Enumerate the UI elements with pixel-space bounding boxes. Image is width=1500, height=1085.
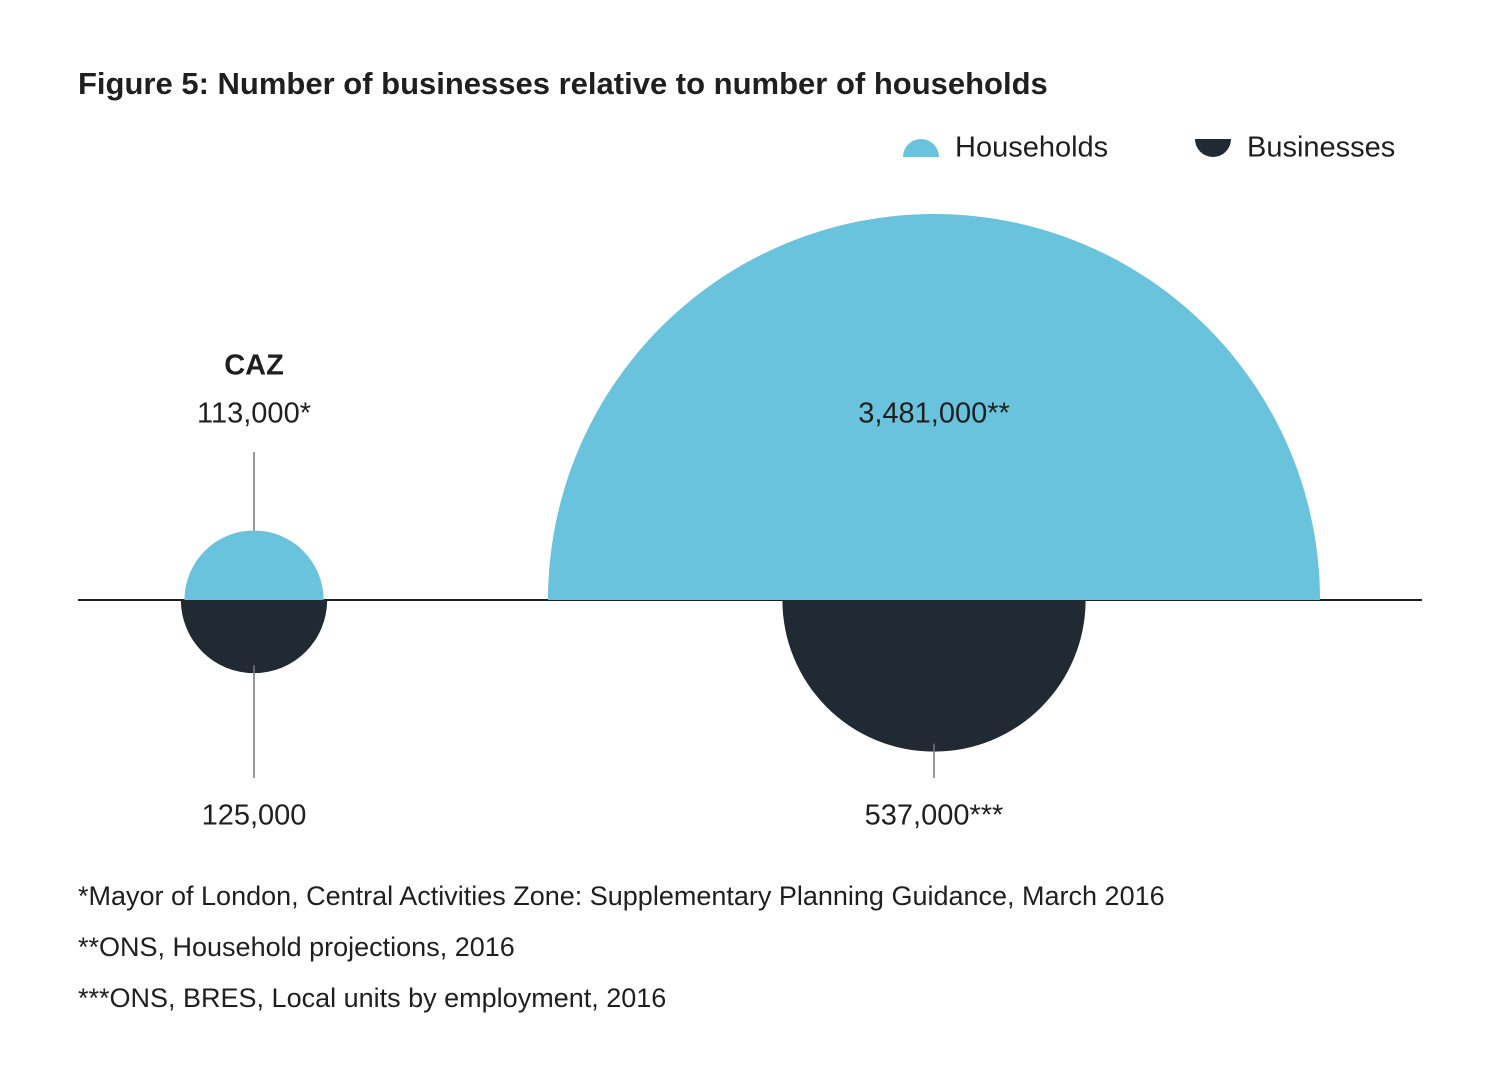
business-semicircle — [180, 600, 328, 674]
value-label: 537,000*** — [865, 800, 1004, 832]
footnote: ***ONS, BRES, Local units by employment,… — [78, 983, 666, 1013]
household-semicircle — [547, 213, 1321, 600]
value-label: 113,000* — [197, 398, 311, 430]
legend-swatch — [1195, 139, 1231, 157]
value-label: 3,481,000** — [858, 398, 1010, 430]
legend-swatch — [903, 139, 939, 157]
legend-label: Businesses — [1247, 132, 1395, 164]
value-label: 125,000 — [202, 800, 307, 832]
footnote: *Mayor of London, Central Activities Zon… — [78, 881, 1165, 911]
category-label: CAZ — [224, 350, 284, 382]
chart-title: Figure 5: Number of businesses relative … — [78, 66, 1048, 101]
household-semicircle — [184, 530, 324, 600]
business-semicircle — [782, 600, 1086, 752]
legend-label: Households — [955, 132, 1108, 164]
footnote: **ONS, Household projections, 2016 — [78, 932, 515, 962]
